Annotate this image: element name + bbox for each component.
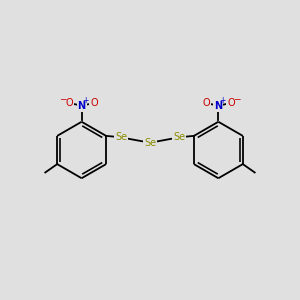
Text: N: N (78, 101, 86, 111)
Text: O: O (90, 98, 98, 108)
Text: +: + (219, 97, 226, 106)
Text: Se: Se (173, 132, 185, 142)
Text: Se: Se (144, 138, 156, 148)
Text: −: − (233, 95, 241, 104)
Text: O: O (227, 98, 235, 108)
Text: O: O (202, 98, 210, 108)
Text: −: − (59, 95, 67, 104)
Text: O: O (65, 98, 73, 108)
Text: Se: Se (115, 132, 127, 142)
Text: N: N (214, 101, 222, 111)
Text: +: + (82, 97, 89, 106)
